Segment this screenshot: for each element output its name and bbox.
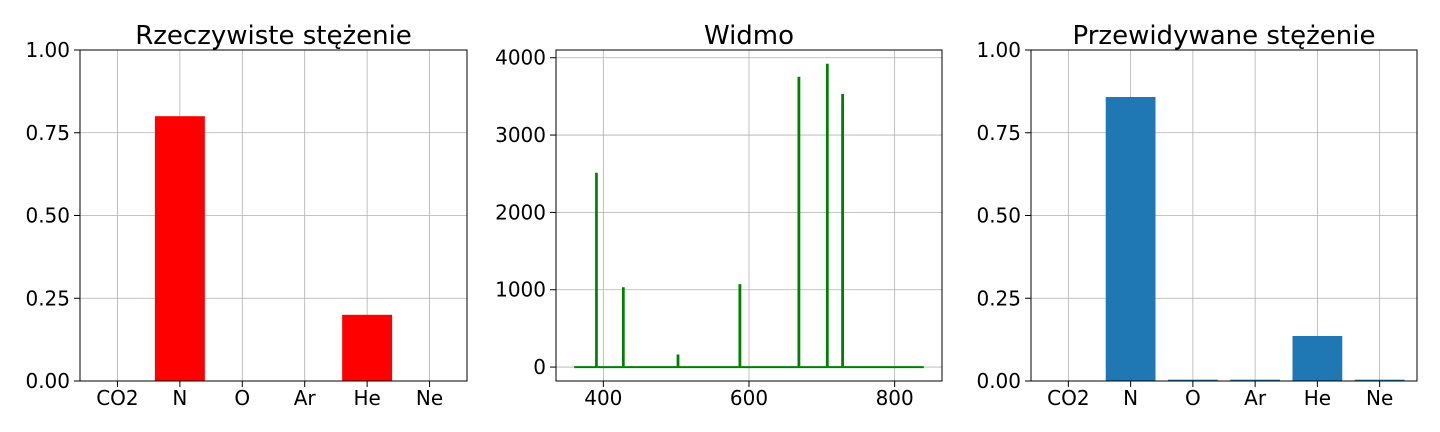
x-tick-label: He [353,386,380,410]
axes-frame [79,49,468,382]
bar-o [1167,379,1218,381]
chart-title: Rzeczywiste stężenie [135,21,412,51]
bar-he [1292,335,1343,381]
x-tick-label: Ar [294,386,317,410]
x-tick-label: 800 [876,386,914,410]
chart-2: 400 600 800 0 1000 2000 3000 4000 Widmo [495,21,943,410]
y-tick-label: 4000 [495,46,546,70]
axes-frame [555,49,943,382]
x-tick-label: O [1185,386,1201,410]
y-tick-label: 2000 [495,200,546,224]
y-tick-label: 0.00 [976,369,1021,393]
y-tick-label: 1.00 [25,38,70,62]
y-tick-label: 0.50 [976,204,1021,228]
x-tick-label: 600 [730,386,768,410]
x-tick-label: He [1304,386,1331,410]
y-tick-label: 0.25 [976,286,1021,310]
chart-3: CO2 N O Ar He Ne 0.00 0.25 0.50 0.75 1.00 Przewidyw… [976,21,1418,410]
y-tick-label: 1000 [495,278,546,302]
y-tick-label: 1.00 [976,38,1021,62]
spectrum-line [574,63,924,369]
x-tick-label: O [234,386,250,410]
bar-n [1105,97,1156,381]
bar-n [154,116,205,381]
x-tick-label: Ne [416,386,443,410]
chart-title: Widmo [704,21,794,51]
x-tick-label: Ar [1244,386,1267,410]
chart-1: CO2 N O Ar He Ne 0.00 0.25 0.50 0.75 1.00 Rzeczywis… [25,21,468,410]
y-tick-label: 0 [533,355,546,379]
bar-ne [1354,379,1405,381]
x-tick-label: 400 [584,386,622,410]
x-tick-label: CO2 [1047,386,1089,410]
x-tick-label: N [172,386,187,410]
chart-title: Przewidywane stężenie [1073,21,1376,51]
y-tick-label: 0.75 [25,121,70,145]
x-tick-label: N [1123,386,1138,410]
y-tick-label: 0.25 [25,286,70,310]
bar-ar [1230,379,1281,381]
x-tick-label: Ne [1366,386,1393,410]
bar-he [342,314,393,381]
y-tick-label: 3000 [495,123,546,147]
x-tick-label: CO2 [96,386,138,410]
y-tick-label: 0.50 [25,204,70,228]
y-tick-label: 0.75 [976,121,1021,145]
y-tick-label: 0.00 [25,369,70,393]
axes-frame [1030,49,1418,382]
